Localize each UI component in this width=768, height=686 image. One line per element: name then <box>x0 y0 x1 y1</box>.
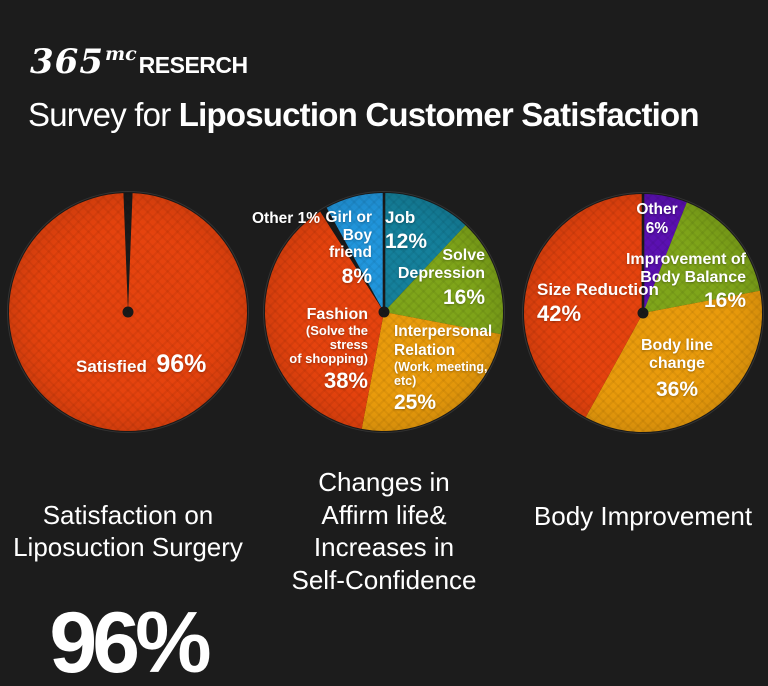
pie-svg-2 <box>523 194 762 432</box>
pie-slice-body-line-change <box>585 290 762 432</box>
slice-label-girl-or-boyfriend: Girl or Boy friend 8% <box>325 209 372 288</box>
pie-chart-satisfaction <box>8 192 248 432</box>
title-regular-part: Survey for <box>28 96 179 133</box>
slice-label-job: Job 12% <box>385 208 428 253</box>
caption-satisfaction: Satisfaction on Liposuction Surgery 96% <box>0 466 256 686</box>
pie-slice-improvement-body-balance <box>643 202 760 313</box>
pie-slice-size-reduction <box>523 194 643 418</box>
slice-label-size-reduction: Size Reduction 42% <box>537 280 659 326</box>
slice-label-satisfied: Satisfied 96% <box>76 350 207 378</box>
logo-mc-superscript: mc <box>104 43 137 65</box>
pie-svg-1 <box>264 193 503 431</box>
pie-slice-solve-depression <box>384 225 503 335</box>
title-bold-part: Liposuction Customer Satisfaction <box>178 96 700 133</box>
slice-label-fashion: Fashion (Solve the stress of shopping) 3… <box>289 306 368 393</box>
pie-svg-0 <box>9 193 248 432</box>
caption-body-improvement: Body Improvement <box>533 501 753 531</box>
pie-slice-fashion <box>264 211 384 429</box>
pie-slice-interpersonal-relation <box>361 312 501 431</box>
slice-label-other-6pct: Other 6% <box>636 201 678 237</box>
slice-label-other-1pct: Other 1% <box>252 210 321 227</box>
logo-research-text: RESERCH <box>138 52 248 78</box>
pie-slice-unsatisfied-gap <box>123 193 133 312</box>
slice-label-improvement-body-balance: Improvement of Body Balance 16% <box>625 251 746 312</box>
slice-label-solve-depression: Solve Depression 16% <box>397 247 485 309</box>
slice-label-body-line-change: Body line change 36% <box>640 337 713 401</box>
caption-satisfaction-big-value: 96% <box>49 595 211 686</box>
caption-self-confidence: Changes in Affirm life& Increases in Sel… <box>291 467 477 595</box>
page-title: Survey for Liposuction Customer Satisfac… <box>28 96 700 134</box>
caption-satisfaction-text: Satisfaction on Liposuction Surgery <box>13 499 243 563</box>
pie-slice-other <box>320 207 384 312</box>
brand-logo: 365mcRESERCH <box>30 42 248 82</box>
slice-label-interpersonal-relation: Interpersonal Relation (Work, meeting, e… <box>394 323 493 414</box>
pie-center-dot <box>122 306 134 318</box>
pie-slice-other <box>643 194 687 313</box>
pie-slice-job <box>384 193 466 312</box>
logo-365: 365 <box>30 42 104 82</box>
pie-slice-girl-or-boyfriend <box>326 193 384 312</box>
pie-center-dot <box>637 307 649 319</box>
pie-center-dot <box>378 306 390 318</box>
